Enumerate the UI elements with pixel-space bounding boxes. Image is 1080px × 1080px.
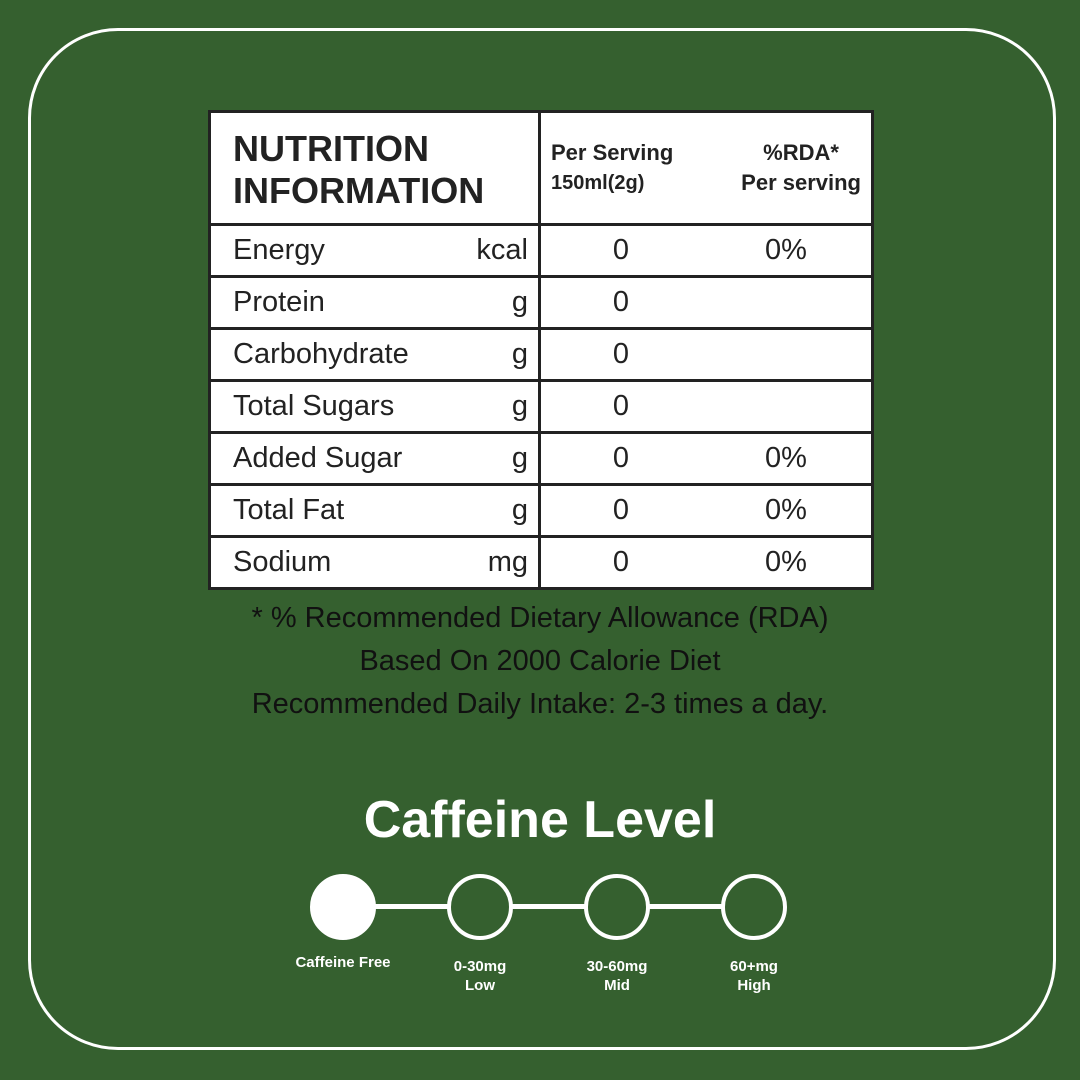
per-serving-value: 0	[612, 390, 630, 422]
table-row: Protein g 0	[208, 275, 874, 330]
nutrient-cell: Added Sugar g	[208, 431, 541, 486]
nutrient-name: Total Fat	[233, 494, 345, 526]
per-serving-value: 0	[612, 234, 630, 266]
level-dot-selected	[310, 874, 376, 940]
nutrient-unit: g	[511, 442, 528, 474]
level-dot	[447, 874, 513, 940]
rda-value	[701, 286, 871, 319]
caffeine-level-title: Caffeine Level	[363, 791, 717, 849]
nutrient-name: Sodium	[233, 546, 332, 578]
level-label: 0-30mg Low	[453, 958, 507, 994]
nutrient-cell: Protein g	[208, 275, 541, 330]
level-dot	[584, 874, 650, 940]
table-row: Energy kcal 0 0%	[208, 223, 874, 278]
level-label: 60+mg High	[730, 958, 778, 994]
nutrient-cell: Sodium mg	[208, 535, 541, 590]
nutrient-unit: kcal	[476, 234, 528, 266]
per-serving-header: Per Serving 150ml(2g)	[551, 140, 674, 194]
per-serving-value: 0	[612, 494, 630, 526]
per-serving-value: 0	[612, 442, 630, 474]
table-row: Total Sugars g 0	[208, 379, 874, 434]
rda-header: %RDA* Per serving	[741, 140, 861, 195]
nutrient-cell: Carbohydrate g	[208, 327, 541, 382]
nutrient-cell: Total Sugars g	[208, 379, 541, 434]
table-row: Sodium mg 0 0%	[208, 535, 874, 590]
nutrient-name: Protein	[233, 286, 325, 318]
value-cell: 0 0%	[538, 535, 874, 590]
value-cell: 0	[538, 275, 874, 330]
table-row: Added Sugar g 0 0%	[208, 431, 874, 486]
rda-value: 0%	[765, 546, 807, 578]
nutrient-unit: g	[511, 390, 528, 422]
column-headers: Per Serving 150ml(2g) %RDA* Per serving	[538, 110, 874, 226]
nutrient-unit: g	[511, 338, 528, 370]
value-cell: 0 0%	[538, 483, 874, 538]
nutrient-unit: g	[511, 286, 528, 318]
rda-value	[701, 390, 871, 423]
per-serving-value: 0	[612, 546, 630, 578]
rda-value: 0%	[765, 442, 807, 474]
table-row: Carbohydrate g 0	[208, 327, 874, 382]
nutrient-name: Added Sugar	[233, 442, 403, 474]
per-serving-value: 0	[612, 286, 630, 318]
nutrient-cell: Total Fat g	[208, 483, 541, 538]
title-line-1: NUTRITION	[233, 128, 429, 169]
nutrient-cell: Energy kcal	[208, 223, 541, 278]
nutrition-table: NUTRITION INFORMATION Per Serving 150ml(2g…	[208, 110, 874, 590]
nutrient-name: Energy	[233, 234, 325, 266]
level-label: 30-60mg Mid	[586, 958, 648, 994]
nutrient-unit: g	[511, 494, 528, 526]
level-label: Caffeine Free	[295, 954, 391, 971]
nutrient-unit: mg	[487, 546, 528, 578]
title-line-2: INFORMATION	[233, 170, 485, 211]
table-row: Total Fat g 0 0%	[208, 483, 874, 538]
rounded-frame	[28, 28, 1056, 1050]
per-serving-value: 0	[612, 338, 630, 370]
value-cell: 0	[538, 327, 874, 382]
value-cell: 0 0%	[538, 223, 874, 278]
value-cell: 0	[538, 379, 874, 434]
table-header-row: NUTRITION INFORMATION Per Serving 150ml(2g…	[208, 110, 874, 226]
footnote: * % Recommended Dietary Allowance (RDA) …	[0, 597, 1080, 726]
footnote-line-1: * % Recommended Dietary Allowance (RDA)	[251, 602, 829, 634]
nutrient-name: Total Sugars	[233, 390, 395, 422]
footnote-line-3: Recommended Daily Intake: 2-3 times a da…	[251, 688, 829, 720]
table-title: NUTRITION INFORMATION	[208, 110, 541, 226]
rda-value: 0%	[765, 234, 807, 266]
value-cell: 0 0%	[538, 431, 874, 486]
rda-value: 0%	[765, 494, 807, 526]
level-dot	[721, 874, 787, 940]
footnote-line-2: Based On 2000 Calorie Diet	[359, 645, 721, 677]
caffeine-scale-line	[344, 904, 754, 909]
rda-value	[701, 338, 871, 371]
nutrient-name: Carbohydrate	[233, 338, 409, 370]
